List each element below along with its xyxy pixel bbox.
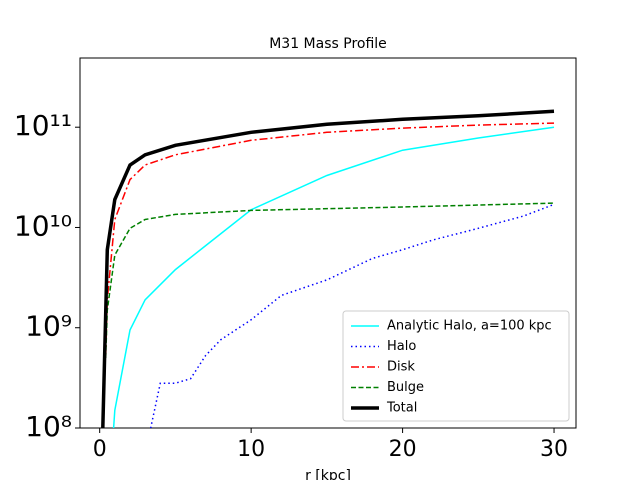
legend-label: Analytic Halo, a=100 kpc — [387, 319, 552, 334]
data-line — [112, 126, 555, 428]
data-line — [101, 109, 555, 428]
x-tick-label: 10 — [237, 437, 265, 462]
x-tick-label: 20 — [389, 437, 417, 462]
x-tick-label: 0 — [93, 437, 107, 462]
y-tick-label: 10¹¹ — [14, 109, 72, 142]
y-tick-label: 10⁸ — [25, 410, 72, 443]
legend-box — [342, 310, 570, 422]
plot-lines — [101, 109, 555, 428]
y-tick-label: 10¹⁰ — [14, 209, 72, 242]
y-tick-label: 10⁹ — [25, 310, 72, 343]
legend-label: Total — [386, 401, 417, 416]
legend-label: Bulge — [387, 380, 424, 395]
x-axis-label: r [kpc] — [305, 468, 351, 480]
plot-frame — [79, 57, 577, 429]
legend-label: Disk — [387, 360, 415, 375]
chart-title: M31 Mass Profile — [269, 36, 387, 52]
legend-label: Halo — [387, 339, 416, 354]
data-line — [104, 202, 555, 358]
x-tick-label: 30 — [540, 437, 568, 462]
